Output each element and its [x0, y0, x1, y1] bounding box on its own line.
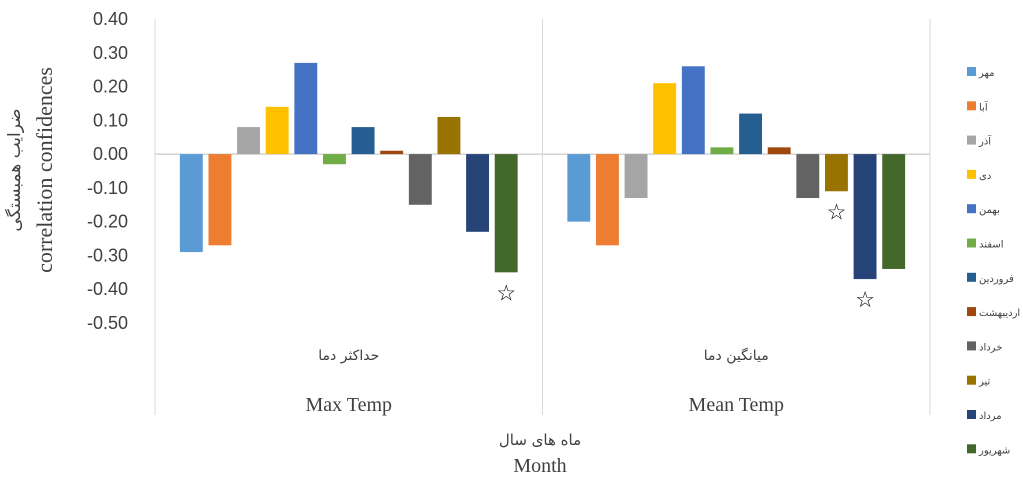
legend-item: آذر	[967, 135, 992, 148]
axes	[154, 19, 931, 415]
y-tick-label: 0.40	[93, 9, 128, 29]
group-label-en: Mean Temp	[689, 394, 784, 416]
y-tick-label: 0.00	[93, 144, 128, 164]
legend-label: آبا	[979, 100, 989, 113]
bar	[796, 154, 820, 199]
bar	[322, 154, 346, 165]
legend-swatch	[967, 375, 976, 385]
bar	[710, 147, 734, 155]
legend-item: بهمن	[967, 204, 1000, 216]
legend-swatch	[967, 169, 976, 179]
legend-item: فروردین	[967, 272, 1014, 285]
y-tick-label: 0.30	[93, 43, 128, 63]
bar	[624, 154, 648, 199]
bar	[351, 127, 375, 155]
bar	[466, 154, 490, 232]
legend-swatch	[967, 101, 976, 111]
legend-label: دی	[979, 171, 991, 182]
y-axis-label-fa: ضرایب همبستگی	[4, 108, 25, 231]
legend-label: مهر	[978, 68, 994, 79]
legend-item: اردیبهشت	[967, 307, 1020, 319]
bar	[567, 154, 591, 222]
legend-item: خرداد	[967, 341, 1002, 353]
legend-swatch	[967, 67, 976, 76]
legend-item: مهر	[967, 67, 994, 79]
legend-item: دی	[967, 169, 991, 182]
bar	[294, 62, 318, 155]
bar	[767, 147, 791, 155]
significance-markers: ☆ ☆ ☆	[496, 200, 875, 313]
bar	[494, 154, 518, 273]
legend-item: آبا	[967, 100, 989, 113]
legend-swatch	[967, 444, 976, 454]
bar	[208, 154, 232, 246]
y-axis-label-en: correlation confidences	[32, 67, 57, 273]
bar	[437, 116, 461, 155]
bar	[882, 154, 906, 269]
legend-swatch	[967, 272, 976, 282]
bar	[380, 150, 404, 155]
legend-label: شهریور	[978, 445, 1010, 456]
legend-swatch	[967, 135, 976, 145]
legend: مهر آبا آذر دی بهمن اسفند فروردین اردیبهشت خرداد…	[967, 67, 1020, 456]
group-label-en: Max Temp	[305, 394, 392, 416]
group-label-fa: حداکثر دما	[318, 348, 379, 364]
legend-item: مرداد	[967, 410, 1002, 422]
bar	[237, 127, 261, 155]
legend-label: مرداد	[979, 411, 1002, 422]
significance-star: ☆	[827, 200, 847, 225]
legend-swatch	[967, 410, 976, 419]
group-label-fa: میانگین دما	[704, 347, 769, 364]
legend-swatch	[967, 204, 976, 214]
y-tick-label: 0.10	[93, 110, 128, 130]
bar	[265, 106, 289, 155]
legend-swatch	[967, 238, 976, 248]
legend-label: اردیبهشت	[979, 308, 1020, 319]
legend-label: فروردین	[979, 274, 1014, 285]
x-axis-label-fa: ماه های سال	[499, 431, 581, 449]
y-tick-label: -0.10	[87, 178, 128, 198]
legend-label: آذر	[978, 135, 992, 148]
legend-item: شهریور	[967, 444, 1010, 456]
bar	[179, 154, 203, 253]
legend-swatch	[967, 307, 976, 317]
bars	[179, 62, 906, 280]
group-labels: حداکثر دما Max Temp میانگین دما Mean Temp	[305, 347, 784, 416]
bar	[853, 154, 877, 280]
legend-label: بهمن	[979, 205, 1000, 216]
legend-item: تیر	[967, 375, 991, 388]
bar	[681, 66, 705, 155]
bar	[653, 83, 677, 155]
legend-swatch	[967, 341, 976, 351]
bar	[739, 113, 763, 155]
y-tick-label: -0.20	[87, 212, 128, 232]
legend-item: اسفند	[967, 238, 1003, 251]
y-tick-label: -0.50	[87, 313, 128, 333]
x-axis-label-en: Month	[513, 455, 566, 477]
y-tick-label: -0.40	[87, 279, 128, 299]
significance-star: ☆	[855, 288, 875, 313]
legend-label: خرداد	[979, 342, 1002, 353]
bar	[824, 154, 848, 192]
bar	[408, 154, 432, 205]
y-tick-labels: 0.40 0.30 0.20 0.10 0.00 -0.10 -0.20 -0.30 -0.40…	[87, 9, 128, 333]
bar	[595, 154, 619, 246]
legend-label: تیر	[978, 377, 991, 388]
significance-star: ☆	[496, 281, 516, 306]
legend-label: اسفند	[979, 240, 1003, 251]
y-tick-label: -0.30	[87, 245, 128, 265]
y-tick-label: 0.20	[93, 77, 128, 97]
